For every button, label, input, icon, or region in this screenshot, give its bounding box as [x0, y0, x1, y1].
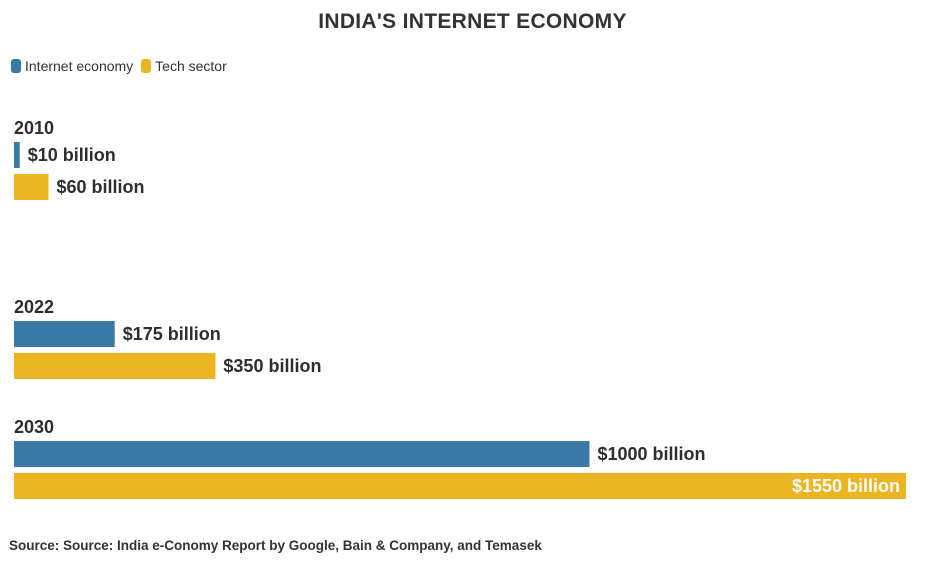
bar-tech-sector-2010[interactable]: [14, 174, 49, 200]
category-label-2030: 2030: [14, 417, 54, 437]
legend-item-internet-economy[interactable]: Internet economy: [11, 58, 133, 74]
data-label-tech-sector-2030: $1550 billion: [792, 476, 900, 496]
legend-item-tech-sector[interactable]: Tech sector: [141, 58, 227, 74]
bar-internet-economy-2022[interactable]: [14, 321, 115, 347]
bar-internet-economy-2030[interactable]: [14, 441, 590, 467]
data-label-tech-sector-2022: $350 billion: [223, 356, 321, 376]
category-label-2010: 2010: [14, 118, 54, 138]
data-label-internet-economy-2022: $175 billion: [123, 324, 221, 344]
legend-swatch-internet-economy: [11, 59, 21, 73]
data-label-internet-economy-2030: $1000 billion: [597, 444, 705, 464]
data-label-internet-economy-2010: $10 billion: [28, 145, 116, 165]
legend: Internet economy Tech sector: [11, 58, 235, 74]
source-note: Source: Source: India e-Conomy Report by…: [9, 538, 542, 553]
bar-internet-economy-2010[interactable]: [14, 142, 20, 168]
bar-tech-sector-2030[interactable]: [14, 473, 906, 499]
bar-tech-sector-2022[interactable]: [14, 353, 216, 379]
legend-label-tech-sector: Tech sector: [155, 58, 227, 74]
chart-title: INDIA'S INTERNET ECONOMY: [318, 10, 627, 33]
category-label-2022: 2022: [14, 297, 54, 317]
legend-swatch-tech-sector: [141, 59, 152, 73]
legend-label-internet-economy: Internet economy: [25, 58, 134, 74]
data-label-tech-sector-2010: $60 billion: [57, 177, 145, 197]
